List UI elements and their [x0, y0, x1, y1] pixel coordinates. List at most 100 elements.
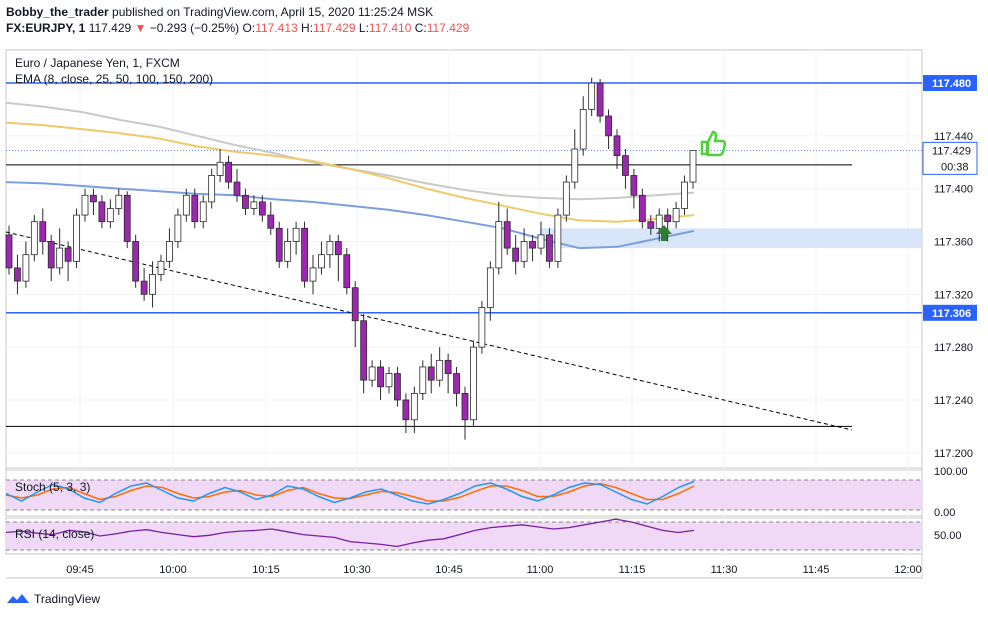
stoch-k-line [5, 480, 695, 505]
price-change: −0.293 (−0.25%) [149, 21, 240, 35]
ema-blue-line [5, 181, 695, 250]
candle-body [14, 267, 21, 282]
candle-body [98, 201, 106, 223]
candle-body [655, 214, 663, 229]
candle-body [664, 214, 672, 223]
candle-body [233, 181, 241, 196]
symbol-label: FX:EURJPY, 1 [6, 21, 86, 35]
candle-body [410, 392, 418, 421]
published-info: published on TradingView.com, April 15, … [112, 5, 434, 19]
candle-body [292, 227, 300, 242]
candle-body [419, 366, 427, 394]
open-value: 117.413 [255, 21, 298, 35]
candle-body [309, 267, 317, 282]
candle-body [5, 234, 13, 269]
time-tick-label: 09:45 [66, 564, 94, 576]
stoch-tick-label: 0.00 [934, 507, 955, 519]
candle-body [157, 260, 165, 275]
candle-body [554, 214, 562, 262]
time-tick-label: 11:15 [619, 564, 646, 576]
time-tick-label: 11:45 [803, 564, 830, 576]
candle-body [191, 194, 199, 223]
dashed-trendline [5, 231, 853, 431]
time-tick-label: 11:00 [527, 564, 554, 576]
low-value: 117.410 [368, 21, 412, 35]
price-tick-label: 117.280 [934, 342, 973, 354]
candle-body [174, 214, 182, 242]
candle-body [326, 241, 334, 256]
candle-body [630, 175, 638, 196]
candle-body [56, 247, 64, 269]
candle-body [106, 208, 114, 223]
rsi-tick-label: 50.00 [934, 530, 962, 542]
candle-body [30, 221, 38, 256]
author-name[interactable]: Bobby_the_trader [6, 5, 109, 19]
candle-body [444, 359, 452, 374]
candle-body [81, 194, 89, 216]
time-tick-label: 10:30 [343, 564, 371, 576]
price-tick-label: 117.400 [934, 184, 973, 196]
countdown-label: 00:38 [941, 161, 969, 173]
candle-body [537, 234, 545, 249]
time-tick-label: 10:15 [252, 564, 280, 576]
close-value: 117.429 [426, 21, 470, 35]
candle-body [571, 148, 579, 183]
candle-body [402, 399, 410, 421]
candle-body [216, 161, 224, 176]
candle-body [140, 280, 148, 295]
candle-body [242, 194, 249, 209]
candle-body [436, 359, 444, 381]
high-label: H: [301, 21, 314, 35]
instrument-legend: Euro / Japanese Yen, 1, FXCM [15, 56, 180, 70]
candle-body [613, 135, 621, 157]
resistance-price-label-bg [923, 75, 977, 92]
candle-body [622, 155, 629, 176]
candle-body [73, 214, 80, 262]
current-price-box [922, 141, 978, 175]
tradingview-footer[interactable]: TradingView [6, 592, 100, 606]
candle-body [22, 254, 30, 282]
candle-body [427, 366, 435, 381]
candle-body [258, 201, 266, 216]
candle-body [385, 373, 393, 388]
candle-body [115, 194, 123, 209]
candle-body [166, 241, 173, 262]
last-price: 117.429 [88, 21, 132, 35]
candle-body [149, 274, 156, 295]
candle-body [182, 194, 190, 216]
candle-body [250, 201, 258, 209]
candle-body [478, 307, 486, 348]
current-price-label: 117.429 [932, 145, 971, 157]
candle-body [39, 221, 47, 242]
price-tick-label: 117.200 [934, 448, 973, 460]
support-price-label: 117.306 [932, 308, 971, 320]
rsi-legend: RSI (14, close) [15, 527, 95, 541]
candle-body [453, 373, 460, 394]
candle-body [495, 221, 503, 269]
candle-body [605, 115, 612, 137]
candle-body [596, 82, 604, 117]
candle-body [672, 208, 680, 223]
candle-body [529, 241, 536, 249]
candle-body [47, 241, 55, 269]
candle-body [579, 109, 587, 150]
candle-body [275, 227, 283, 262]
candle-body [562, 181, 570, 216]
candle-body [301, 227, 308, 282]
support-price-label-bg [923, 304, 977, 321]
candle-body [588, 82, 596, 110]
up-arrow-icon [656, 225, 672, 241]
candle-body [90, 194, 97, 203]
time-tick-label: 10:45 [435, 564, 463, 576]
candle-body [123, 194, 131, 242]
candle-body [546, 234, 553, 262]
ema-grey-line [5, 101, 695, 201]
candle-body [360, 320, 368, 381]
candle-body [377, 366, 384, 388]
high-value: 117.429 [313, 21, 356, 35]
candle-body [318, 254, 325, 269]
thumbs-up-icon [700, 130, 727, 157]
price-tick-label: 117.240 [934, 395, 973, 407]
price-tick-label: 117.360 [934, 236, 973, 248]
